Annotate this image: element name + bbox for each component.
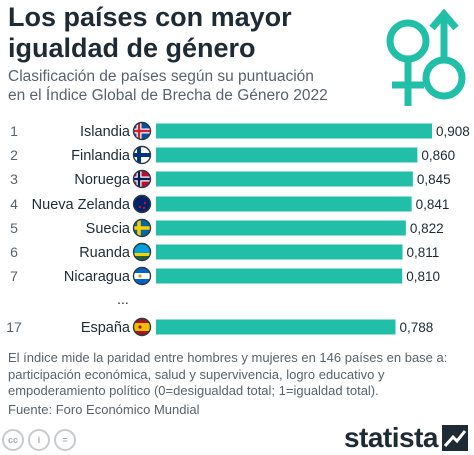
category-label: España [81, 320, 131, 336]
bar [156, 171, 413, 187]
rank-label: 3 [10, 171, 18, 187]
bar [156, 220, 406, 236]
venus-mars-icon [386, 8, 466, 106]
finland-flag-icon [133, 146, 151, 164]
value-label: 0,841 [416, 197, 450, 212]
title-line-1: Los países con mayor [8, 2, 292, 32]
title-line-2: igualdad de género [8, 33, 256, 63]
footnote-line-2: participación económica, salud y supervi… [8, 366, 385, 382]
rank-label: 2 [10, 147, 18, 163]
nicaragua-flag-icon [133, 267, 151, 285]
category-label: Noruega [74, 172, 131, 188]
subtitle-line-2: en el Índice Global de Brecha de Género … [8, 87, 328, 104]
rank-label: 1 [10, 123, 18, 139]
value-label: 0,845 [417, 172, 451, 187]
footnote-line-1: El índice mide la paridad entre hombres … [8, 350, 448, 365]
bar [156, 147, 418, 163]
footnote-line-3: empoderamiento político (0=desigualdad t… [8, 383, 379, 398]
rank-label: 6 [10, 244, 18, 260]
new-zealand-flag-icon [133, 195, 151, 213]
bar [156, 244, 403, 260]
category-label: Ruanda [79, 245, 131, 261]
flag-border [132, 317, 152, 337]
flag-border [132, 145, 152, 165]
bar [156, 319, 396, 335]
brand-name: statista [343, 422, 439, 453]
flag-border [132, 266, 152, 286]
rank-label: 5 [10, 220, 18, 236]
rank-label: 4 [10, 196, 18, 212]
flag-border [132, 194, 152, 214]
cc-icon[interactable]: cc [2, 429, 24, 451]
flag-border [132, 169, 152, 189]
category-label: Islandia [80, 124, 131, 140]
source-text: Fuente: Foro Económico Mundial [8, 402, 200, 417]
nd-icon[interactable]: = [54, 429, 76, 451]
bar [156, 268, 403, 284]
by-icon[interactable]: i [28, 429, 50, 451]
statista-mark-icon [442, 425, 468, 451]
statista-logo[interactable]: statista [344, 423, 468, 453]
flag-border [132, 242, 152, 262]
page-title: Los países con mayor igualdad de género [8, 2, 353, 64]
flag-border [132, 121, 152, 141]
iceland-flag-icon [133, 122, 151, 140]
value-label: 0,788 [400, 320, 434, 335]
norway-flag-icon [133, 170, 151, 188]
category-label: Nueva Zelanda [32, 197, 131, 213]
value-label: 0,860 [421, 148, 455, 163]
rank-label: 17 [6, 319, 22, 335]
value-label: 0,811 [407, 245, 440, 260]
category-label: Finlandia [71, 148, 131, 164]
rwanda-flag-icon [133, 243, 151, 261]
value-label: 0,810 [406, 269, 440, 284]
bar [156, 123, 432, 139]
bar [156, 196, 412, 212]
bar-chart: 1 Islandia 0,908 2 Finlandia 0,860 3 Noruega 0,8… [6, 121, 470, 337]
value-label: 0,908 [436, 124, 470, 139]
category-label: Suecia [86, 221, 131, 237]
footnote: El índice mide la paridad entre hombres … [8, 350, 468, 400]
subtitle-line-1: Clasificación de países según su puntuac… [8, 68, 314, 85]
page-subtitle: Clasificación de países según su puntuac… [8, 67, 388, 105]
gap-marker: ... [117, 291, 129, 307]
spain-flag-icon [133, 318, 151, 336]
value-label: 0,822 [410, 221, 444, 236]
sweden-flag-icon [133, 219, 151, 237]
license-icons: cc i = [2, 429, 76, 455]
flag-border [132, 218, 152, 238]
category-label: Nicaragua [64, 269, 131, 285]
rank-label: 7 [10, 268, 18, 284]
